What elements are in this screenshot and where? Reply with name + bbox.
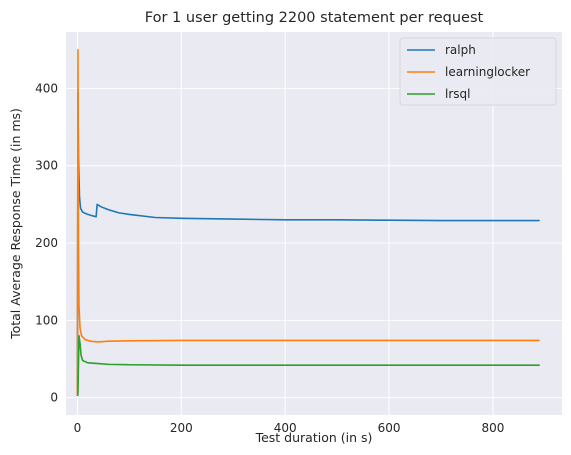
series-lines — [76, 48, 540, 397]
x-tick-label-1: 200 — [170, 421, 193, 435]
y-tick-label-3: 300 — [35, 159, 58, 173]
legend-label-lrsql: lrsql — [445, 87, 470, 101]
x-tick-label-3: 600 — [378, 421, 401, 435]
legend-label-ralph: ralph — [445, 43, 476, 57]
y-tick-label-4: 400 — [35, 81, 58, 95]
series-line-lrsql — [76, 334, 540, 397]
series-line-learninglocker — [76, 48, 540, 397]
y-tick-labels: 0 100 200 300 400 — [35, 81, 58, 404]
x-tick-labels: 0 200 400 600 800 — [74, 421, 505, 435]
y-tick-label-0: 0 — [50, 391, 58, 405]
x-tick-label-2: 400 — [274, 421, 297, 435]
x-tick-label-0: 0 — [74, 421, 82, 435]
legend: ralph learninglocker lrsql — [399, 37, 557, 106]
legend-label-learninglocker: learninglocker — [445, 65, 530, 79]
x-axis-label: Test duration (in s) — [255, 430, 373, 445]
x-tick-label-4: 800 — [481, 421, 504, 435]
y-axis-label: Total Average Response Time (in ms) — [8, 108, 23, 340]
legend-box — [399, 37, 557, 106]
chart-title: For 1 user getting 2200 statement per re… — [145, 10, 484, 26]
y-tick-label-1: 100 — [35, 313, 58, 327]
series-line-ralph — [76, 91, 540, 394]
y-tick-label-2: 200 — [35, 236, 58, 250]
